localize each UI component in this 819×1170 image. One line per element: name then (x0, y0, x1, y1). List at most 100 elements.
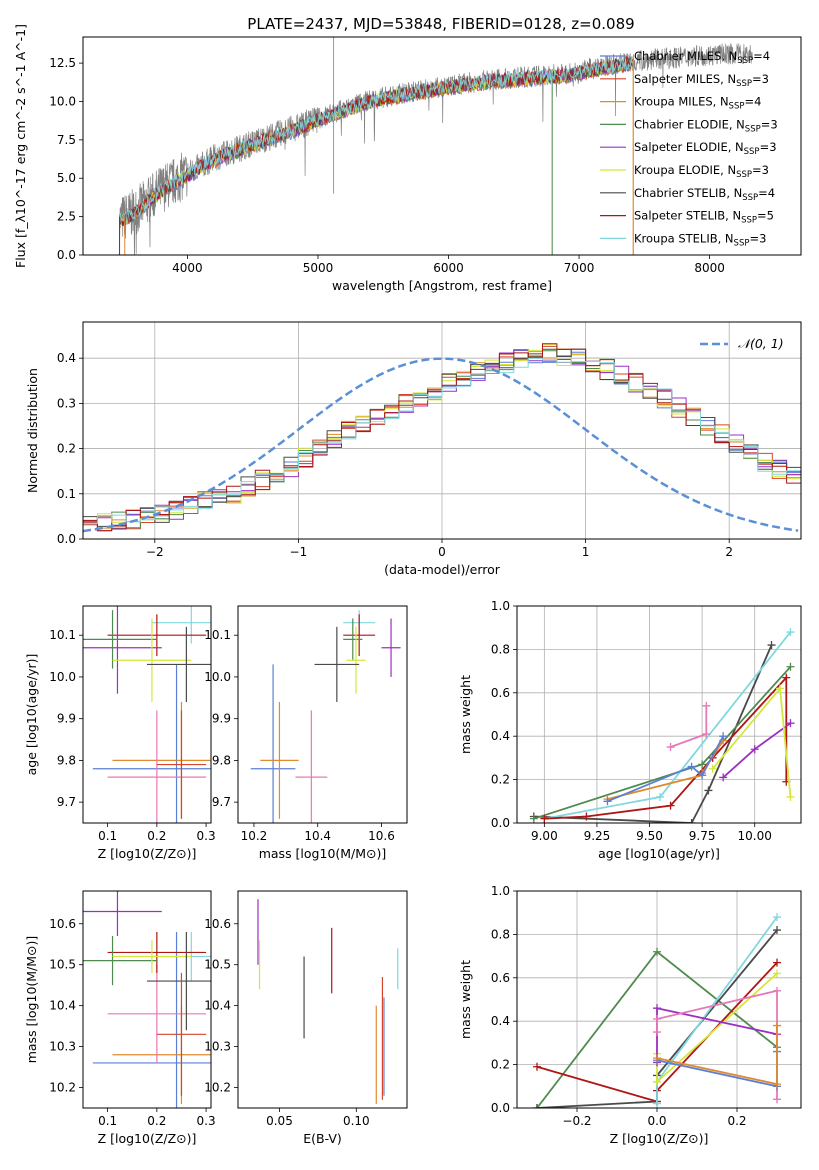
x-tick-label: 10.2 (241, 829, 268, 843)
x-tick-label: 0.2 (727, 1114, 746, 1128)
model-spectrum-kroupa_stelib (119, 58, 634, 226)
x-axis-label: Z [log10(Z/Z⊙)] (98, 846, 197, 861)
weight-point-marker (773, 1021, 781, 1030)
weight-point-marker (653, 1015, 661, 1024)
y-tick-label: 9.7 (212, 795, 231, 809)
weight-point-marker (533, 1062, 541, 1071)
x-tick-label: 0.0 (647, 1114, 666, 1128)
legend-entry-label: Salpeter ELODIE, N (634, 140, 744, 154)
panel-age-vs-z: 0.1 0.2 0.3 9.7 9.8 9.9 10.0 10.1 Z [log10(Z/Z⊙)… (24, 605, 216, 861)
weight-point-marker (529, 814, 538, 823)
y-tick-label: 5.0 (57, 171, 76, 185)
x-tick-label: 0.2 (147, 1114, 166, 1128)
axes-frame (516, 890, 802, 1109)
x-axis-label: E(B-V) (303, 1131, 342, 1146)
weight-line-chabrier_stelib (533, 644, 773, 823)
legend-entry-suffix: =4 (744, 95, 761, 109)
weight-point-marker (719, 732, 728, 741)
weight-line-kroupa_elodie (711, 686, 792, 798)
weight-point-marker (719, 773, 728, 782)
weight-point-marker (653, 947, 661, 956)
x-tick-label: 2 (725, 545, 733, 559)
weight-point-marker (603, 797, 612, 806)
x-tick-label: 5000 (303, 261, 334, 275)
y-tick-label: 0.0 (491, 1101, 510, 1115)
weight-line-kroupa_stelib (656, 916, 778, 1104)
weight-point-marker (786, 662, 795, 671)
legend-entry-sub: SSP (734, 238, 750, 248)
y-tick-label: 0.8 (491, 927, 510, 941)
legend-entry-label: Kroupa STELIB, N (634, 231, 734, 245)
y-tick-label: 10.3 (49, 1040, 76, 1054)
panel-residual-histogram: −2 −1 0 1 2 0.0 0.1 0.2 0.3 0.4 (data-model)/error… (25, 321, 802, 577)
legend-entry-sub: SSP (742, 193, 758, 203)
weight-point-marker (773, 986, 781, 995)
x-tick-label: −1 (290, 545, 308, 559)
legend-entry-label: Kroupa ELODIE, N (634, 163, 736, 177)
legend-entry-label: Chabrier MILES, N (634, 49, 737, 63)
normal-curve-line (83, 357, 799, 533)
weight-point-marker (704, 786, 713, 795)
y-tick-label: 0.4 (491, 729, 510, 743)
y-tick-label: 10.1 (204, 628, 231, 642)
weight-line-kroupa_stelib (544, 631, 792, 820)
y-axis-label: mass weight (458, 675, 473, 754)
y-tick-label: 10.0 (49, 670, 76, 684)
legend-entry-sub: SSP (736, 170, 752, 180)
y-axis-label: Flux [f_λ10^-17 erg cm^-2 s^-1 A^-1] (13, 24, 28, 268)
y-tick-label: 0.4 (57, 351, 76, 365)
x-tick-label: 0.3 (197, 829, 216, 843)
legend-entry: Kroupa STELIB, NSSP=3 (634, 231, 766, 248)
legend-entry-sub: SSP (744, 147, 760, 157)
x-tick-label: 9.25 (584, 829, 611, 843)
x-axis-label: mass [log10(M/M⊙)] (259, 846, 387, 861)
y-tick-label: 10.0 (204, 670, 231, 684)
panel-massweight-vs-z: −0.2 0.0 0.2 0.0 0.2 0.4 0.6 0.8 1.0 Z [log10(Z/Z… (458, 884, 802, 1146)
x-tick-label: 9.50 (636, 829, 663, 843)
legend-entry-suffix: =4 (753, 49, 770, 63)
legend-entry-suffix: =3 (749, 231, 766, 245)
weight-point-marker (653, 1054, 661, 1063)
y-axis-label: Normed distribution (25, 368, 40, 493)
panel-massweight-vs-age: 9.00 9.25 9.50 9.75 10.00 0.0 0.2 0.4 0.6 0.8 1.0 a… (458, 599, 802, 861)
y-tick-label: 9.8 (57, 753, 76, 767)
x-tick-label: 0.05 (266, 1114, 293, 1128)
x-axis-label: wavelength [Angstrom, rest frame] (332, 278, 552, 293)
weight-point-marker (582, 812, 591, 821)
legend-entry-suffix: =3 (752, 163, 769, 177)
panel-mass-vs-z: 0.1 0.2 0.3 10.2 10.3 10.4 10.5 10.6 Z [log10(Z/… (24, 890, 216, 1146)
y-axis-label: mass weight (458, 960, 473, 1039)
legend-entry-suffix: =4 (758, 186, 775, 200)
x-tick-label: 9.75 (689, 829, 716, 843)
x-axis-label: Z [log10(Z/Z⊙)] (98, 1131, 197, 1146)
axes-frame (237, 890, 408, 1109)
weight-point-marker (666, 801, 675, 810)
legend-entry: Salpeter STELIB, NSSP=5 (634, 209, 774, 226)
errorbars (83, 891, 211, 1108)
legend-entry-sub: SSP (741, 216, 757, 226)
axes-frame (82, 321, 802, 540)
weight-point-marker (773, 958, 781, 967)
weight-point-marker (767, 641, 776, 650)
weight-point-marker (786, 719, 795, 728)
y-tick-label: 0.0 (491, 816, 510, 830)
weight-point-marker (653, 1077, 661, 1086)
x-tick-label: 10.4 (304, 829, 331, 843)
y-tick-label: 10.2 (49, 1081, 76, 1095)
axes-frame (82, 890, 212, 1109)
legend-entry: Salpeter MILES, NSSP=3 (634, 72, 769, 89)
panel-mass-vs-ebv: 0.05 0.10 10.2 10.3 10.4 10.5 10.6 E(B-V) (204, 890, 408, 1146)
x-tick-label: 0.10 (343, 1114, 370, 1128)
y-tick-label: 10.4 (204, 999, 231, 1013)
y-tick-label: 12.5 (49, 56, 76, 70)
errorbars (257, 899, 399, 1104)
axes-frame (237, 605, 408, 824)
y-tick-label: 2.5 (57, 210, 76, 224)
weight-point-marker (786, 628, 795, 637)
y-tick-label: 10.1 (49, 628, 76, 642)
x-axis-label: age [log10(age/yr)] (598, 846, 720, 861)
legend-entry-label: Chabrier STELIB, N (634, 186, 742, 200)
legend-entry-suffix: =3 (760, 140, 777, 154)
y-tick-label: 10.0 (49, 94, 76, 108)
